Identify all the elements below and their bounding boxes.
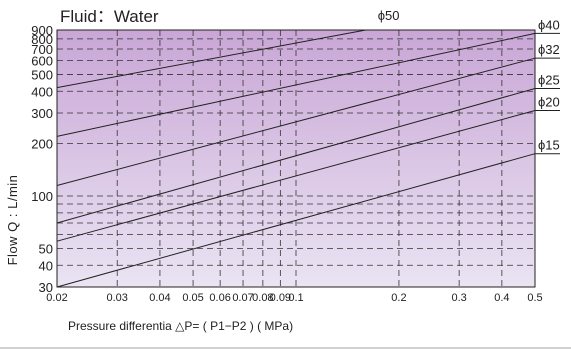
- x-tick-label: 0.02: [46, 292, 67, 304]
- x-tick-label: 0.09: [270, 292, 291, 304]
- x-tick-label: 0.05: [182, 292, 203, 304]
- y-tick-label: 700: [31, 42, 53, 57]
- chart-title: Fluid：Water: [60, 7, 159, 26]
- series-line: [56, 153, 536, 288]
- series-line: [56, 110, 536, 242]
- y-tick-label: 200: [31, 137, 53, 152]
- x-tick-label: 0.4: [494, 292, 509, 304]
- x-tick-label: 0.06: [209, 292, 230, 304]
- y-tick-label: 300: [31, 106, 53, 121]
- series-label: ϕ25: [538, 72, 560, 87]
- plot-frame: [56, 29, 536, 288]
- series-label: ϕ20: [538, 95, 560, 110]
- series-label: ϕ40: [538, 17, 560, 32]
- y-tick-label: 40: [39, 258, 53, 273]
- x-tick-label: 0.5: [527, 292, 542, 304]
- y-tick-label: 50: [39, 241, 53, 256]
- x-axis-label: Pressure differentia △P= ( P1−P2 ) ( MPa…: [68, 319, 293, 333]
- x-tick-label: 0.2: [391, 292, 406, 304]
- y-tick-label: 400: [31, 84, 53, 99]
- x-tick-label: 0.1: [288, 292, 303, 304]
- x-tick-label: 0.3: [451, 292, 466, 304]
- series-line: [56, 32, 536, 137]
- grid: [57, 30, 535, 287]
- series-line: [56, 57, 536, 186]
- tick-labels: 0.02 0.03 0.04 0.05 0.06 0.070.080.090.1 0.2 0.…: [31, 23, 542, 304]
- series-lines: [56, 29, 536, 288]
- y-tick-label: 30: [39, 280, 53, 295]
- series-labels: ϕ15 ϕ20 ϕ25 ϕ32 ϕ40 ϕ50: [378, 8, 560, 155]
- x-tick-label: 0.07: [232, 292, 253, 304]
- y-tick-label: 100: [31, 189, 53, 204]
- series-line: [56, 88, 536, 224]
- series-label: ϕ32: [538, 42, 560, 57]
- series-line: [56, 29, 366, 89]
- x-tick-label: 0.08: [252, 292, 273, 304]
- series-label: ϕ50: [378, 8, 400, 23]
- y-tick-label: 600: [31, 54, 53, 69]
- y-tick-label: 900: [31, 23, 53, 38]
- y-tick-label: 800: [31, 32, 53, 47]
- series-label: ϕ15: [538, 138, 560, 153]
- x-tick-label: 0.03: [107, 292, 128, 304]
- x-tick-label: 0.04: [149, 292, 170, 304]
- y-axis-label: Flow Q : L/min: [5, 175, 20, 266]
- y-tick-label: 500: [31, 67, 53, 82]
